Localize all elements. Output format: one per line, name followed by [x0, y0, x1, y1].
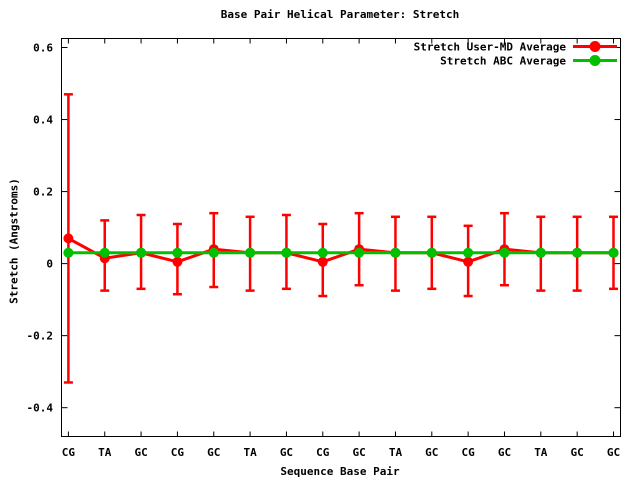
data-point-abc	[172, 247, 183, 258]
data-point-abc	[63, 247, 74, 258]
x-tick-label: TA	[243, 446, 257, 459]
x-tick-label: CG	[171, 446, 185, 459]
legend-sample-marker	[589, 55, 601, 66]
x-tick-label: TA	[389, 446, 403, 459]
series-line-user-md	[67, 237, 614, 264]
data-point-abc	[99, 247, 110, 258]
x-tick-label: GC	[571, 446, 584, 459]
data-point-user-md	[63, 233, 74, 244]
y-tick-label: 0.4	[33, 114, 53, 127]
data-point-abc	[390, 247, 401, 258]
x-tick-label: GC	[498, 446, 511, 459]
data-point-user-md	[317, 256, 328, 267]
x-tick-label: CG	[62, 446, 76, 459]
x-tick-label: GC	[134, 446, 147, 459]
data-point-abc	[608, 247, 619, 258]
x-tick-label: GC	[425, 446, 438, 459]
x-tick-label: CG	[316, 446, 330, 459]
data-point-abc	[281, 247, 292, 258]
data-point-abc	[317, 247, 328, 258]
x-tick-label: TA	[98, 446, 112, 459]
legend-label-abc: Stretch ABC Average	[440, 55, 566, 68]
data-point-abc	[136, 247, 147, 258]
y-tick-label: 0.6	[33, 42, 53, 55]
x-tick-label: GC	[207, 446, 220, 459]
data-point-abc	[463, 247, 474, 258]
data-point-abc	[499, 247, 510, 258]
x-tick-label: GC	[280, 446, 293, 459]
x-axis-title: Sequence Base Pair	[280, 465, 400, 478]
data-point-user-md	[172, 256, 183, 267]
x-tick-label: TA	[534, 446, 548, 459]
legend-sample-marker	[589, 41, 601, 52]
x-tick-label: GC	[352, 446, 365, 459]
y-tick-label: 0	[46, 258, 53, 271]
y-tick-label: 0.2	[33, 186, 53, 199]
x-tick-label: GC	[607, 446, 620, 459]
plot-border	[61, 38, 621, 437]
data-point-user-md	[463, 256, 474, 267]
legend-label-user-md: Stretch User-MD Average	[414, 41, 567, 54]
data-point-abc	[572, 247, 583, 258]
y-tick-label: -0.2	[27, 330, 54, 343]
data-point-abc	[245, 247, 256, 258]
data-point-abc	[208, 247, 219, 258]
x-tick-label: CG	[462, 446, 476, 459]
chart-title: Base Pair Helical Parameter: Stretch	[220, 8, 460, 21]
data-point-abc	[535, 247, 546, 258]
data-point-abc	[354, 247, 365, 258]
data-point-abc	[426, 247, 437, 258]
y-tick-label: -0.4	[27, 402, 54, 415]
